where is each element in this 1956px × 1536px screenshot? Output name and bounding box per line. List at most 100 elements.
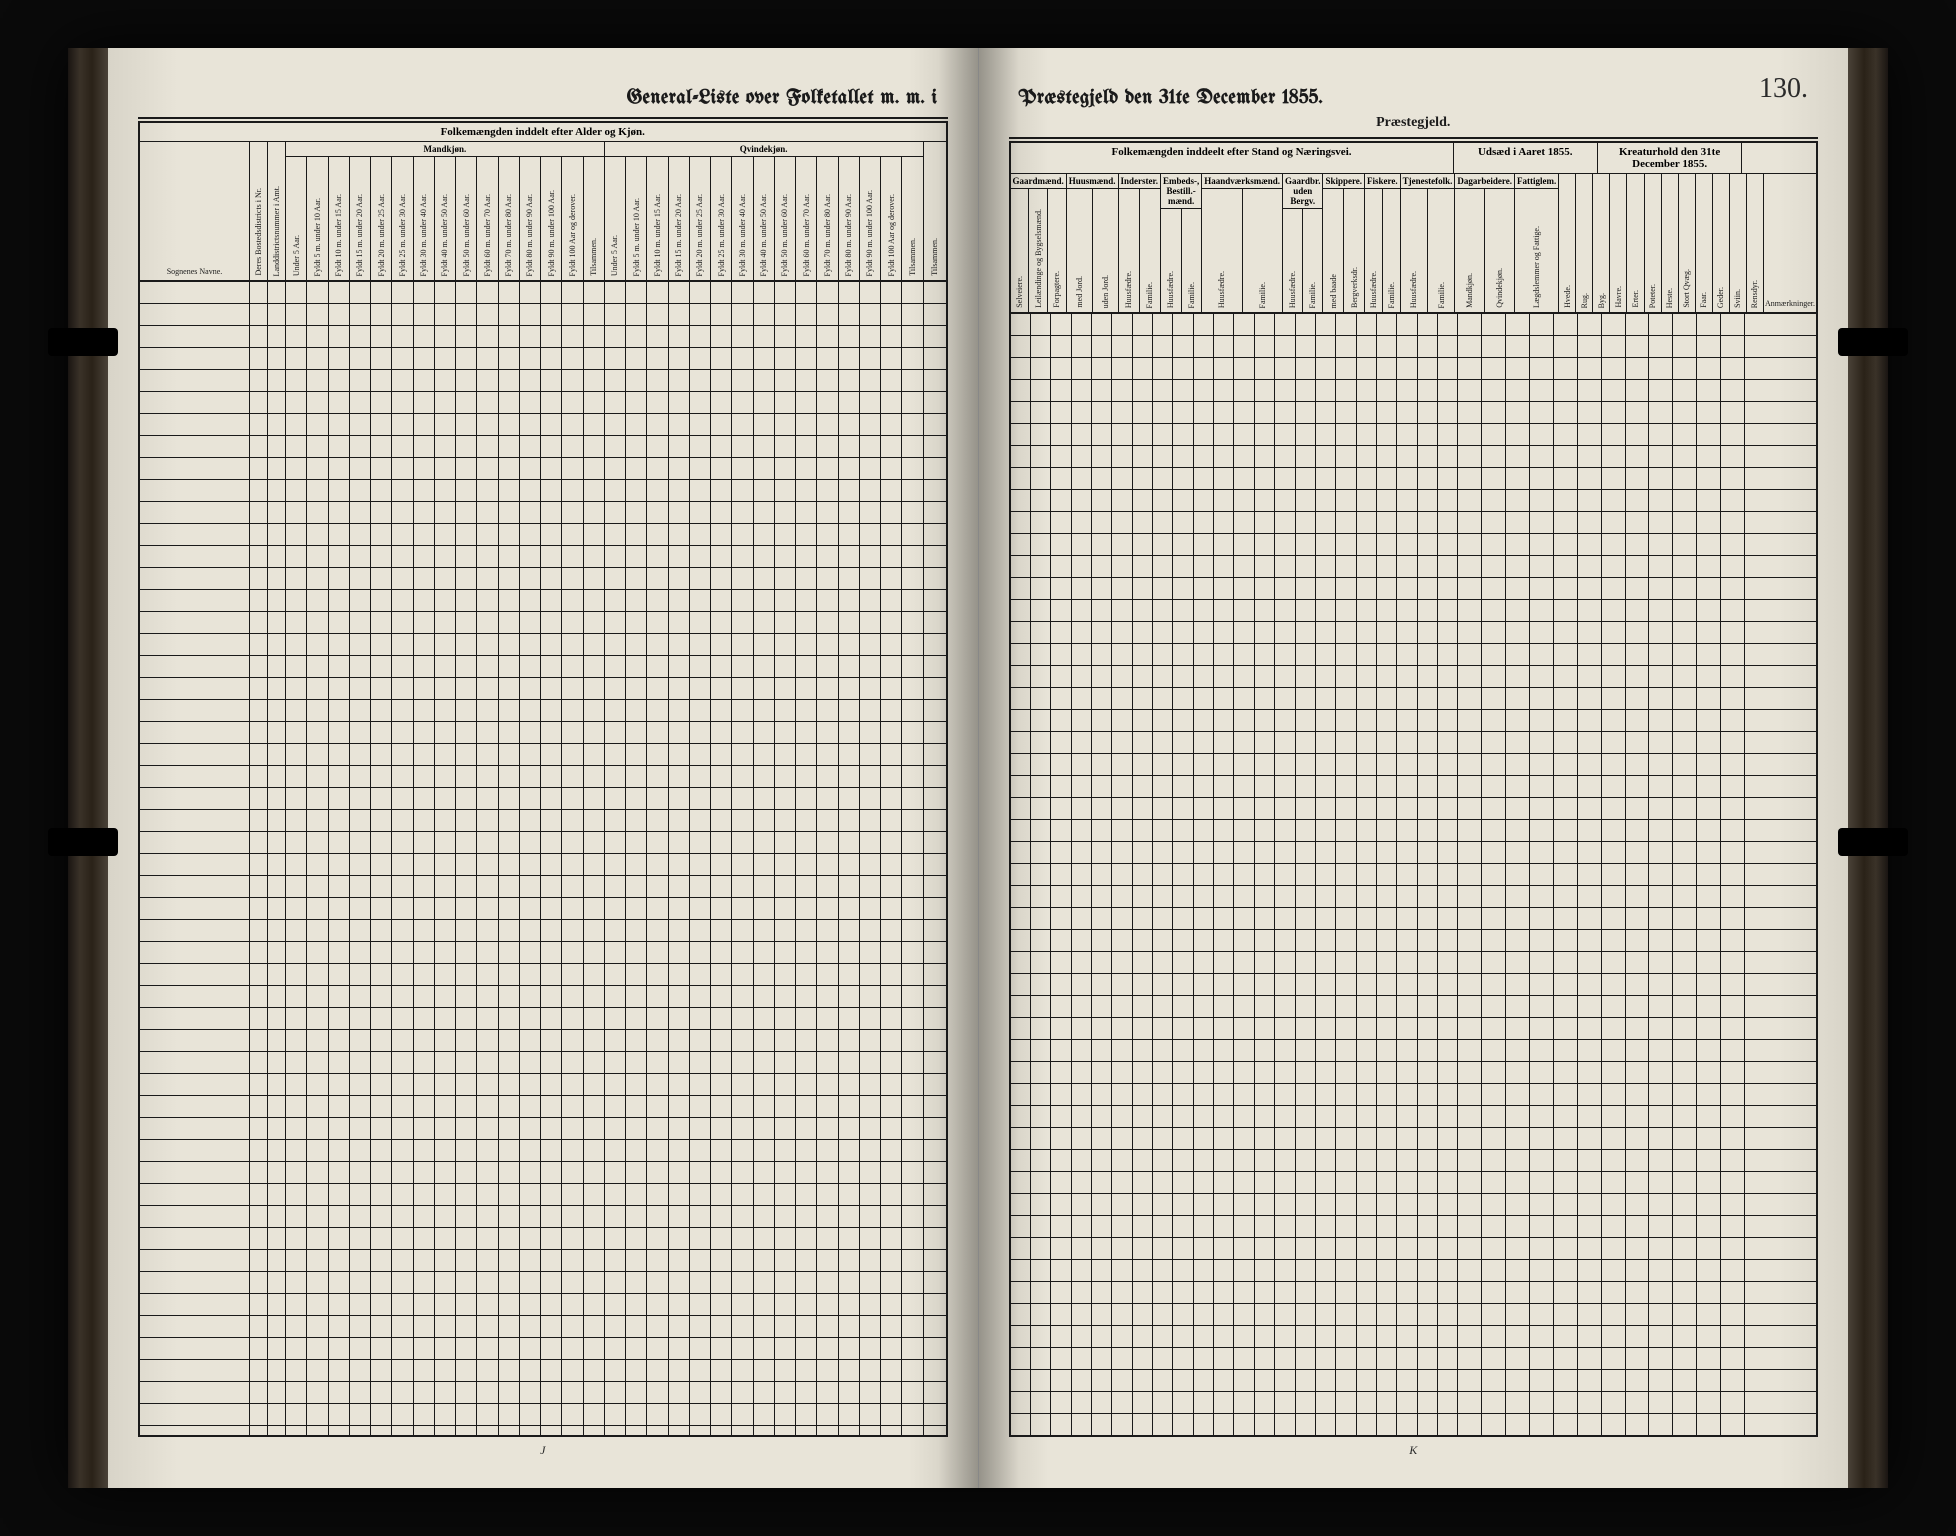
occupation-sub-label: Familie. (1387, 282, 1396, 308)
grid-column (250, 282, 268, 1435)
occupation-subcol: Huusfædre. (1283, 209, 1303, 312)
occupation-group: Embeds-, Bestill.-mænd. Huusfædre. Familie… (1161, 174, 1202, 312)
data-col: Poteter. (1645, 174, 1661, 312)
age-bracket-label: Tilsammen. (589, 238, 598, 276)
age-bracket-col: Fyldt 80 m. under 90 Aar. (839, 157, 860, 280)
occupation-sub-label: Huusfædre. (1166, 271, 1175, 308)
occupation-group: Dagarbeidere.Mandkjøn.Qvindekjøn. (1455, 174, 1515, 312)
grid-column (268, 282, 286, 1435)
grid-column (1275, 314, 1295, 1435)
age-bracket-label: Fyldt 100 Aar og derover. (887, 194, 896, 276)
grid-column (1721, 314, 1744, 1435)
occupation-group-label: Huusmænd. (1067, 174, 1118, 189)
row-label-header: Sognenes Navne. (167, 267, 223, 276)
grid-column (1418, 314, 1438, 1435)
grid-column (1530, 314, 1554, 1435)
grid-column (414, 282, 435, 1435)
age-bracket-label: Fyldt 30 m. under 40 Aar. (419, 194, 428, 276)
occupation-sub-label: Huusfædre. (1217, 271, 1226, 308)
age-bracket-col: Fyldt 90 m. under 100 Aar. (541, 157, 562, 280)
occupation-subcol: uden Jord. (1093, 189, 1118, 312)
age-bracket-col: Fyldt 60 m. under 70 Aar. (796, 157, 817, 280)
age-bracket-label: Fyldt 70 m. under 80 Aar. (823, 194, 832, 276)
binder-clip (48, 828, 118, 856)
occupation-subcol: Familie. (1428, 189, 1454, 312)
grid-column (392, 282, 413, 1435)
data-col: Geder. (1713, 174, 1730, 312)
occupation-group: Haandværksmænd.Huusfædre.Familie. (1202, 174, 1283, 312)
grid-column (1438, 314, 1457, 1435)
page-title-left: General-Liste over Folketallet m. m. i (138, 88, 948, 109)
grid-column (1482, 314, 1506, 1435)
occupation-sub-label: med Jord. (1075, 276, 1084, 308)
occupation-group: Fattiglem.Lægdslemmer og Fattige. (1515, 174, 1558, 312)
grid-column (902, 282, 922, 1435)
age-bracket-label: Fyldt 10 m. under 15 Aar. (653, 194, 662, 276)
occupation-sub-label: Huusfædre. (1409, 271, 1418, 308)
occupation-group-label: Inderster. (1119, 174, 1160, 189)
data-col-label: Heste. (1665, 288, 1674, 308)
age-bracket-label: Under 5 Aar. (610, 235, 619, 276)
occupation-sub-label: Familie. (1308, 282, 1317, 308)
age-bracket-col: Under 5 Aar. (286, 157, 307, 280)
data-col-label: Sviin. (1733, 289, 1742, 308)
grid-column (860, 282, 881, 1435)
age-bracket-col: Under 5 Aar. (605, 157, 626, 280)
age-bracket-label: Fyldt 90 m. under 100 Aar. (547, 190, 556, 276)
data-col: Erter. (1627, 174, 1644, 312)
occupation-sub-label: Huusfædre. (1124, 271, 1133, 308)
occupation-sub-label: med baade (1329, 274, 1338, 308)
grid-column (562, 282, 583, 1435)
occupation-sub-label: Familie. (1187, 282, 1196, 308)
grid-column (1112, 314, 1132, 1435)
data-col-label: Hvede. (1563, 285, 1572, 308)
age-bracket-label: Fyldt 5 m. under 10 Aar. (632, 198, 641, 276)
book-edge-right (1848, 48, 1888, 1488)
grid-column (1745, 314, 1816, 1435)
grid-column (140, 282, 250, 1435)
grid-column (456, 282, 477, 1435)
grid-column (924, 282, 946, 1435)
grid-column (1296, 314, 1316, 1435)
grid-column (1602, 314, 1626, 1435)
grid-column (1072, 314, 1092, 1435)
meta-col: Landdistrictsnummer i Amt. (272, 186, 281, 276)
section-header: Folkemængden inddelt efter Alder og Kjøn… (140, 123, 946, 142)
age-bracket-label: Fyldt 60 m. under 70 Aar. (483, 194, 492, 276)
grid-column (499, 282, 520, 1435)
occupation-sub-label: Qvindekjøn. (1495, 268, 1504, 308)
occupation-sub-label: Bergverksdr. (1350, 267, 1359, 308)
age-bracket-col: Fyldt 100 Aar og derover. (881, 157, 902, 280)
age-bracket-col: Fyldt 70 m. under 80 Aar. (817, 157, 838, 280)
grid-column (605, 282, 626, 1435)
grid-column (690, 282, 711, 1435)
occupation-subcol: med Jord. (1067, 189, 1093, 312)
occupation-sub-label: Familie. (1437, 282, 1446, 308)
grid-column (626, 282, 647, 1435)
data-col: Rug. (1576, 174, 1593, 312)
page-subtitle: Præstegjeld. (1009, 115, 1819, 131)
grid-column (1578, 314, 1601, 1435)
data-col-label: Havre. (1614, 286, 1623, 308)
grid-column (1506, 314, 1530, 1435)
section-header: Folkemængden inddeelt efter Stand og Nær… (1011, 143, 1454, 173)
grid-column (1092, 314, 1112, 1435)
grid-column (1316, 314, 1336, 1435)
occupation-group-label: Embeds-, Bestill.-mænd. (1161, 174, 1201, 209)
data-col: Stort Qvæg. (1679, 174, 1696, 312)
age-bracket-col: Fyldt 20 m. under 25 Aar. (371, 157, 392, 280)
occupation-subcol: Bergverksdr. (1344, 189, 1364, 312)
grid-column (817, 282, 838, 1435)
occupation-group: Fiskere.Huusfædre.Familie. (1365, 174, 1401, 312)
occupation-subcol: Mandkjøn. (1455, 189, 1485, 312)
data-col: Sviin. (1730, 174, 1747, 312)
occupation-subcol: Leilændinge og Bygselsmænd. (1029, 189, 1048, 312)
grid-column (477, 282, 498, 1435)
age-bracket-label: Fyldt 25 m. under 30 Aar. (398, 194, 407, 276)
occupation-subcol: Huusfædre. (1365, 189, 1383, 312)
occupation-subcol: Lægdslemmer og Fattige. (1515, 189, 1558, 312)
book-edge-left (68, 48, 108, 1488)
age-bracket-label: Fyldt 80 m. under 90 Aar. (525, 194, 534, 276)
grid-column (796, 282, 817, 1435)
age-bracket-label: Fyldt 90 m. under 100 Aar. (865, 190, 874, 276)
